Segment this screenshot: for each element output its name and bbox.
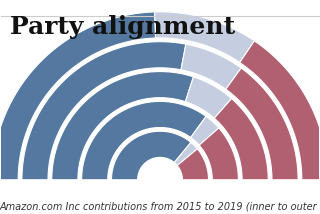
- Polygon shape: [82, 101, 206, 180]
- Polygon shape: [240, 41, 320, 180]
- Text: Party alignment: Party alignment: [10, 15, 235, 39]
- Polygon shape: [181, 44, 241, 89]
- Polygon shape: [155, 12, 254, 62]
- Polygon shape: [185, 77, 232, 118]
- Text: Amazon.com Inc contributions from 2015 to 2019 (inner to outer circ: Amazon.com Inc contributions from 2015 t…: [0, 202, 320, 212]
- Polygon shape: [0, 12, 156, 180]
- Polygon shape: [191, 116, 219, 145]
- Polygon shape: [111, 131, 191, 180]
- Polygon shape: [214, 99, 268, 180]
- Polygon shape: [174, 142, 197, 165]
- Polygon shape: [52, 71, 194, 180]
- Polygon shape: [226, 68, 298, 180]
- Polygon shape: [199, 128, 238, 180]
- Polygon shape: [22, 42, 186, 180]
- Polygon shape: [177, 149, 209, 180]
